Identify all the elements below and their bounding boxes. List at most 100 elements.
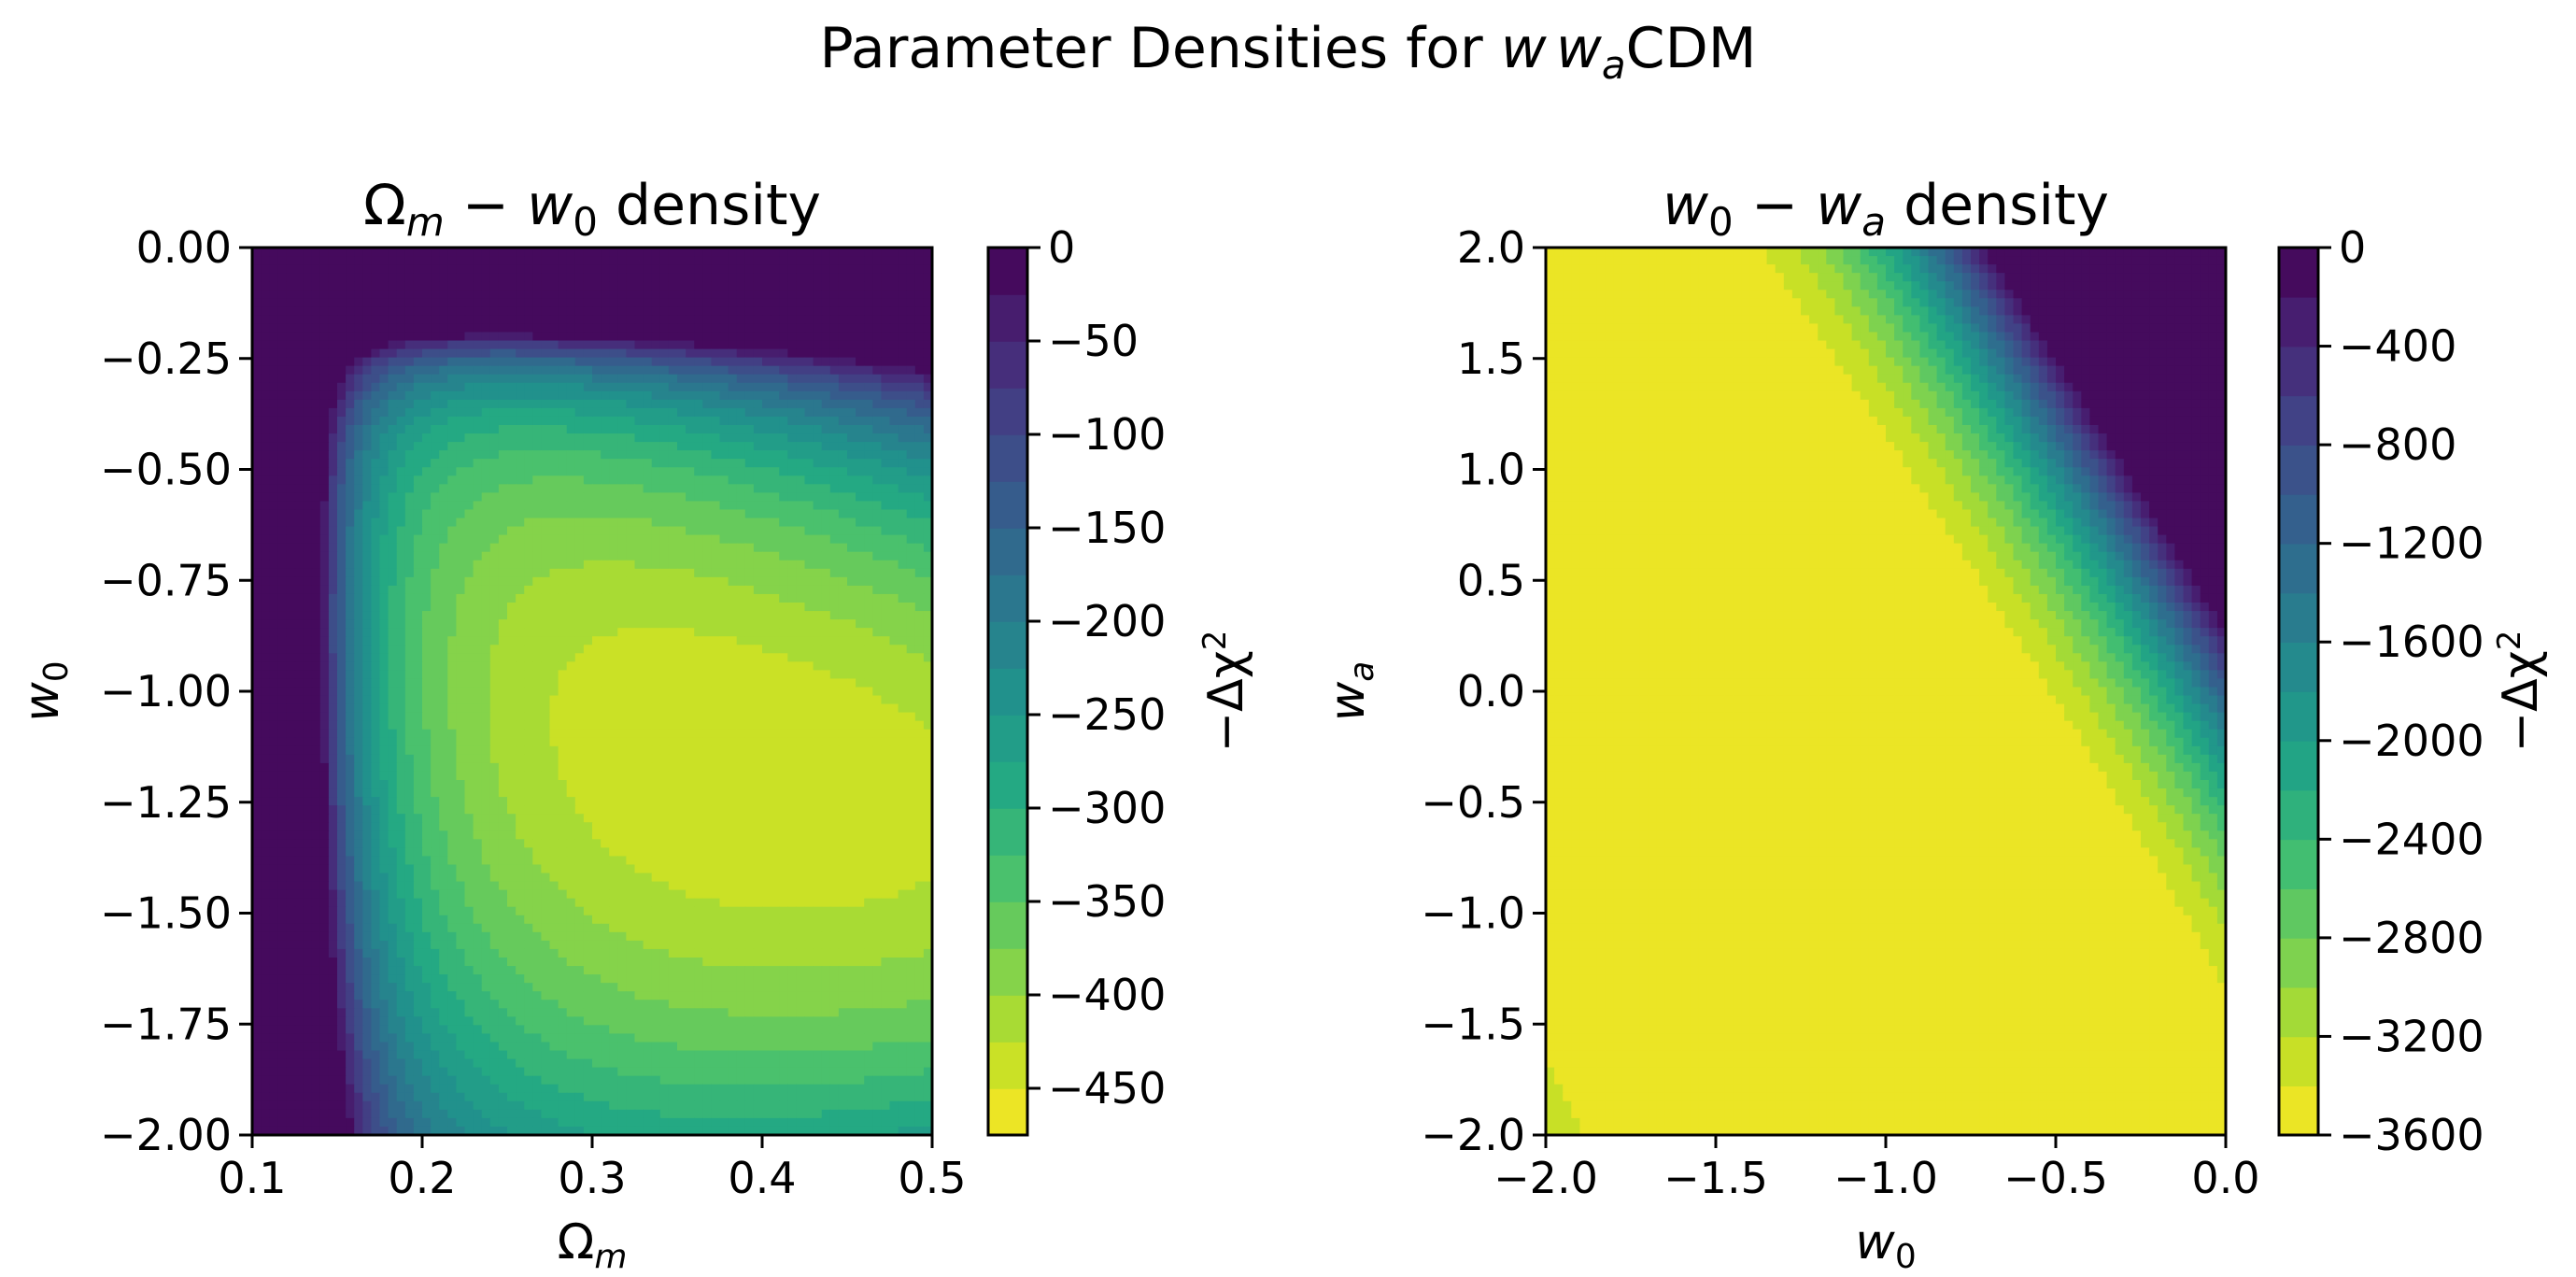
density-cell (404, 264, 415, 274)
density-cell (634, 661, 644, 671)
density-cell (337, 712, 347, 722)
density-cell (498, 703, 508, 714)
density-cell (914, 433, 925, 443)
density-cell (473, 298, 483, 307)
density-cell (651, 382, 661, 392)
density-cell (252, 670, 262, 680)
density-cell (498, 374, 508, 384)
density-cell (617, 390, 627, 401)
density-cell (829, 298, 840, 307)
density-cell (838, 729, 848, 739)
density-cell (328, 678, 338, 688)
density-cell (379, 543, 389, 553)
density-cell (651, 585, 661, 595)
density-cell (592, 543, 602, 553)
density-cell (473, 745, 483, 756)
density-cell (771, 248, 780, 257)
density-cell (311, 720, 321, 731)
density-cell (906, 653, 916, 662)
density-cell (379, 492, 389, 503)
density-cell (719, 585, 729, 595)
density-cell (872, 484, 882, 493)
density-cell (294, 442, 304, 451)
density-cell (269, 636, 278, 646)
density-cell (464, 348, 474, 359)
density-cell (379, 416, 389, 426)
density-cell (481, 467, 491, 476)
density-cell (634, 518, 644, 528)
density-cell (516, 290, 525, 299)
density-cell (864, 593, 873, 603)
density-cell (269, 729, 278, 739)
density-cell (396, 374, 406, 384)
density-cell (558, 298, 568, 307)
density-cell (516, 433, 525, 443)
density-cell (677, 298, 686, 307)
density-cell (294, 603, 304, 612)
density-cell (702, 290, 712, 299)
density-cell (881, 576, 891, 587)
density-cell (702, 442, 712, 451)
density-cell (456, 518, 466, 528)
density-cell (422, 475, 432, 485)
density-cell (651, 416, 661, 426)
density-cell (337, 687, 347, 697)
density-cell (319, 357, 330, 367)
density-cell (574, 636, 585, 646)
density-cell (643, 653, 653, 662)
density-cell (872, 442, 882, 451)
density-cell (303, 332, 313, 342)
density-cell (337, 348, 347, 359)
density-cell (447, 687, 457, 697)
density-cell (447, 475, 457, 485)
density-cell (744, 593, 755, 603)
density-cell (481, 737, 491, 747)
density-cell (507, 534, 517, 545)
density-cell (643, 306, 653, 316)
density-cell (481, 518, 491, 528)
density-cell (549, 754, 559, 764)
density-cell (422, 771, 432, 781)
density-cell (609, 619, 618, 629)
density-cell (736, 585, 746, 595)
density-cell (889, 568, 899, 578)
density-cell (439, 256, 448, 265)
density-cell (269, 340, 278, 350)
density-cell (541, 585, 551, 595)
density-cell (319, 585, 330, 595)
density-cell (303, 467, 313, 476)
density-cell (277, 332, 287, 342)
density-cell (261, 281, 270, 291)
density-cell (473, 399, 483, 409)
density-cell (431, 603, 440, 612)
density-cell (923, 332, 933, 342)
density-cell (592, 534, 602, 545)
density-cell (881, 365, 891, 376)
density-cell (498, 568, 508, 578)
density-cell (719, 315, 729, 325)
density-cell (422, 433, 432, 443)
density-cell (269, 678, 278, 688)
density-cell (677, 425, 686, 434)
density-cell (388, 290, 398, 299)
density-cell (583, 492, 593, 503)
density-cell (489, 374, 500, 384)
density-cell (856, 645, 865, 654)
density-cell (609, 365, 618, 376)
density-cell (439, 585, 448, 595)
density-cell (609, 678, 618, 688)
density-cell (643, 745, 653, 756)
density-cell (566, 653, 576, 662)
density-cell (694, 737, 703, 747)
density-cell (413, 425, 423, 434)
density-cell (439, 703, 448, 714)
density-cell (821, 306, 831, 316)
density-cell (439, 290, 448, 299)
density-cell (261, 290, 270, 299)
density-cell (532, 475, 542, 485)
density-cell (787, 290, 797, 299)
density-cell (431, 737, 440, 747)
density-cell (422, 628, 432, 637)
density-cell (346, 771, 355, 781)
density-cell (261, 712, 270, 722)
